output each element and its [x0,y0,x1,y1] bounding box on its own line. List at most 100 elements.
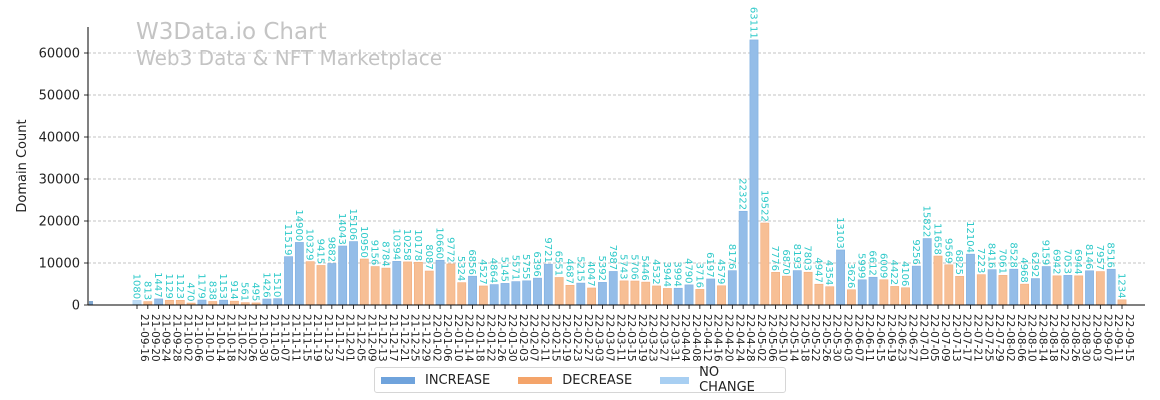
x-tick-label: 22-02-11 [538,314,550,362]
bar-value-label: 8087 [423,244,434,269]
bar [511,281,521,306]
bar [684,284,694,306]
bar [392,261,402,306]
bar [576,282,586,306]
bar [554,277,564,306]
bar [327,263,337,306]
bar [132,300,142,306]
bar-value-label: 13103 [834,217,845,249]
legend-item-increase: INCREASE [381,373,490,388]
bar [803,271,813,306]
x-tick-label: 22-03-15 [625,314,637,362]
x-tick-label: 22-01-22 [484,314,496,362]
x-tick-label: 21-10-14 [214,314,226,362]
bar-value-label: 5706 [628,254,639,279]
bar [478,285,488,306]
x-tick-label: 22-03-19 [636,314,648,362]
bar [262,298,272,306]
y-tick-label: 50000 [39,89,80,104]
bar [771,272,781,306]
bar-value-label: 4947 [812,257,823,282]
x-tick-label: 22-09-03 [1091,314,1103,362]
bar-value-label: 6944 [1072,249,1083,274]
x-tick-label: 22-04-08 [690,314,702,362]
x-tick-label: 22-05-02 [755,314,767,362]
bar-value-label: 9156 [369,240,380,265]
bar-value-label: 3994 [672,261,683,286]
bar-value-label: 5215 [574,256,585,281]
x-tick-label: 22-06-15 [874,314,886,362]
bar-value-label: 6551 [553,251,564,276]
bar [230,300,239,306]
x-tick-label: 21-09-28 [170,314,182,362]
legend-swatch-decrease [518,376,553,384]
bar [727,270,737,306]
x-tick-label: 21-12-09 [365,314,377,362]
bar [1095,271,1105,306]
bar-value-label: 7061 [996,249,1007,274]
bar [857,279,867,306]
x-tick-label: 22-06-19 [885,314,897,362]
bar [955,276,965,306]
x-tick-label: 21-11-11 [290,314,302,362]
bar-value-label: 4687 [563,259,574,284]
x-tick-label: 22-05-14 [787,314,799,362]
origin-marker [89,301,93,305]
bar-value-label: 8784 [379,241,390,266]
bar [403,261,413,306]
bar [814,283,824,306]
bar [1020,283,1029,306]
bar [349,241,358,306]
bar [143,301,153,306]
x-tick-label: 22-01-26 [495,314,507,362]
x-tick-label: 21-12-29 [419,314,431,362]
bar-value-label: 1447 [152,272,163,297]
x-tick-label: 22-05-26 [820,314,832,362]
bar-value-label: 6009 [877,253,888,278]
x-tick-label: 21-09-24 [160,314,172,362]
x-tick-label: 21-10-18 [225,314,237,362]
bar-value-label: 6856 [466,249,477,274]
x-tick-label: 22-09-15 [1123,314,1135,362]
bar [922,238,932,306]
x-tick-label: 22-04-24 [733,314,745,362]
x-tick-label: 21-12-25 [409,314,421,362]
bar-value-label: 10950 [358,226,369,258]
bar-value-label: 4864 [488,258,499,283]
x-tick-label: 22-05-30 [831,314,843,362]
x-tick-label: 21-12-05 [354,314,366,362]
bar-value-label: 7223 [975,248,986,273]
bar-value-label: 10178 [412,229,423,261]
y-axis-label: Domain Count [15,119,30,212]
bar-value-label: 7776 [769,246,780,271]
bar [933,255,943,306]
x-tick-label: 22-06-23 [896,314,908,362]
bar [435,259,445,306]
bar [468,275,477,306]
bar-value-label: 8416 [986,243,997,268]
x-tick-label: 22-01-06 [441,314,453,362]
bar-value-label: 15822 [921,206,932,238]
bar-value-label: 7803 [802,245,813,270]
bar [197,299,207,306]
bar [662,288,672,306]
bar-value-label: 12104 [964,221,975,253]
x-tick-label: 21-12-21 [398,314,410,362]
x-tick-label: 22-08-06 [1015,314,1027,362]
x-tick-label: 22-02-03 [517,314,529,362]
bar [890,286,900,306]
bar-value-label: 19522 [758,190,769,222]
bar-value-label: 561 [239,282,250,301]
x-tick-label: 22-07-09 [939,314,951,362]
x-tick-label: 21-10-02 [181,314,193,362]
x-tick-label: 21-12-01 [344,314,356,362]
bar [987,269,997,306]
x-tick-label: 22-02-07 [528,314,540,362]
bar-value-label: 1179 [195,273,206,298]
bar-value-label: 11658 [931,223,942,255]
bar [154,298,164,306]
x-tick-label: 22-04-04 [679,314,691,362]
bar [381,267,391,306]
bar [1117,299,1127,306]
